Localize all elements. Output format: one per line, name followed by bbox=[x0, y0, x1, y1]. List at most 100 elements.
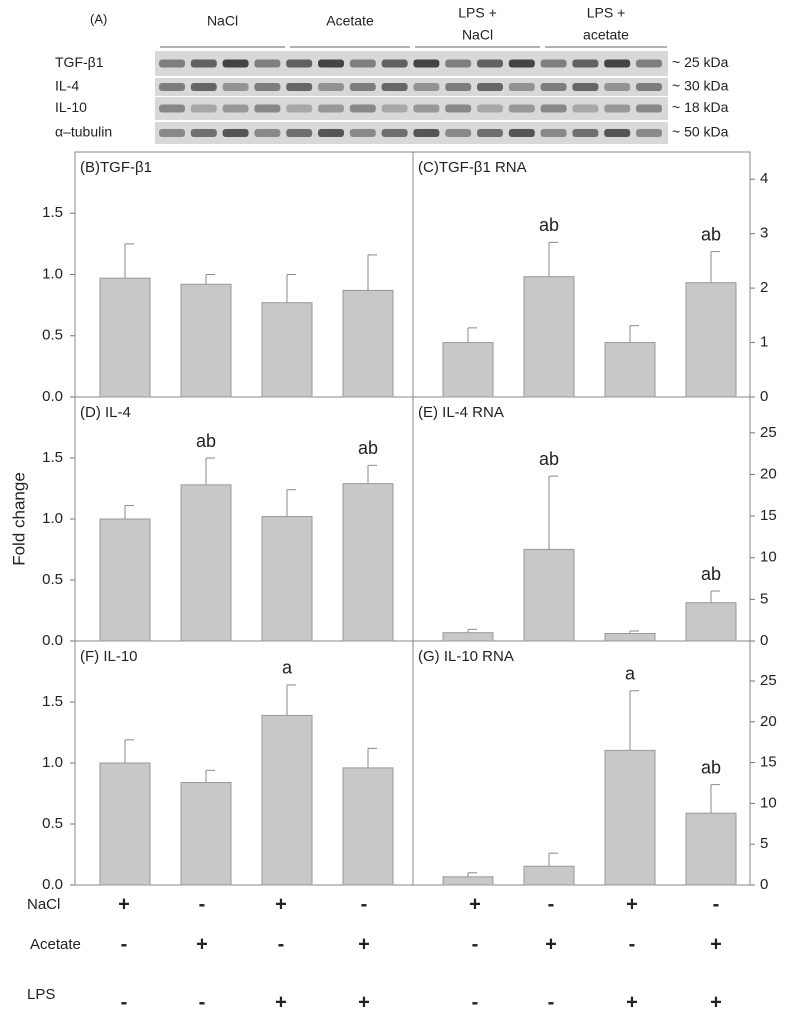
blot-band bbox=[159, 129, 185, 137]
bar bbox=[180, 484, 232, 642]
blot-band bbox=[413, 83, 440, 91]
blot-band bbox=[286, 129, 313, 137]
significance-label: ab bbox=[701, 757, 721, 777]
group-label: LPS + bbox=[587, 5, 626, 21]
blot-band bbox=[190, 129, 217, 137]
bar bbox=[442, 342, 494, 398]
blot-band bbox=[318, 129, 344, 137]
row-label: IL-4 bbox=[55, 78, 79, 94]
treatment-sign: + bbox=[710, 933, 722, 955]
y-tick-label: 10 bbox=[760, 549, 777, 566]
blot-band bbox=[413, 104, 440, 113]
blot-band bbox=[413, 59, 440, 68]
blot-band bbox=[254, 59, 281, 68]
treatment-sign: - bbox=[278, 933, 285, 955]
y-tick-label: 0.5 bbox=[42, 815, 63, 832]
blot-band bbox=[572, 59, 599, 68]
blot-strip bbox=[155, 78, 668, 96]
treatment-sign: + bbox=[196, 933, 208, 955]
blot-band bbox=[286, 83, 313, 91]
y-tick-label: 1.0 bbox=[42, 265, 63, 282]
blot-band bbox=[349, 104, 376, 113]
y-tick-label: 3 bbox=[760, 225, 768, 242]
blot-band bbox=[318, 59, 344, 68]
blot-band bbox=[286, 104, 313, 113]
group-label: acetate bbox=[583, 27, 629, 43]
bar bbox=[342, 289, 394, 398]
treatment-sign: - bbox=[199, 991, 206, 1013]
blot-band bbox=[222, 129, 249, 137]
y-tick-label: 0.5 bbox=[42, 327, 63, 344]
treatment-sign: + bbox=[275, 893, 287, 915]
size-label: ~ 50 kDa bbox=[672, 124, 729, 140]
blot-band bbox=[190, 83, 217, 91]
y-tick-label: 2 bbox=[760, 279, 768, 296]
blot-band bbox=[604, 129, 631, 137]
blot-band bbox=[445, 59, 472, 68]
treatment-name: LPS bbox=[27, 986, 55, 1003]
blot-band bbox=[222, 104, 249, 113]
treatment-sign: + bbox=[275, 991, 287, 1013]
panel-title: (G) IL-10 RNA bbox=[418, 648, 514, 665]
bar bbox=[99, 762, 151, 886]
blot-band bbox=[540, 59, 567, 68]
blot-band bbox=[572, 104, 599, 113]
blot-band bbox=[159, 83, 185, 91]
blot-band bbox=[445, 104, 472, 113]
y-tick-label: 4 bbox=[760, 170, 768, 187]
significance-label: ab bbox=[539, 215, 559, 235]
y-tick-label: 25 bbox=[760, 424, 777, 441]
treatment-name: Acetate bbox=[30, 936, 81, 953]
panel-title: (F) IL-10 bbox=[80, 648, 138, 665]
bar bbox=[523, 865, 575, 886]
treatment-sign: + bbox=[626, 893, 638, 915]
row-label: α–tubulin bbox=[55, 124, 112, 140]
bar bbox=[261, 302, 313, 398]
y-tick-label: 0.0 bbox=[42, 632, 63, 649]
y-tick-label: 1.5 bbox=[42, 693, 63, 710]
blot-band bbox=[349, 83, 376, 91]
bar bbox=[342, 767, 394, 886]
treatment-sign: + bbox=[710, 991, 722, 1013]
blot-band bbox=[254, 129, 281, 137]
blot-band bbox=[381, 59, 408, 68]
treatment-sign: + bbox=[469, 893, 481, 915]
y-tick-label: 1.5 bbox=[42, 449, 63, 466]
panel-label: (A) bbox=[90, 11, 107, 26]
blot-band bbox=[318, 83, 344, 91]
y-tick-label: 1.0 bbox=[42, 754, 63, 771]
treatment-sign: - bbox=[199, 893, 206, 915]
y-tick-label: 0 bbox=[760, 388, 768, 405]
y-tick-label: 1.0 bbox=[42, 510, 63, 527]
blot-band bbox=[477, 129, 503, 137]
y-tick-label: 5 bbox=[760, 835, 768, 852]
blot-band bbox=[508, 104, 535, 113]
blot-band bbox=[254, 104, 281, 113]
bar bbox=[261, 516, 313, 642]
group-label: NaCl bbox=[207, 13, 238, 29]
blot-band bbox=[636, 59, 662, 68]
blot-band bbox=[540, 104, 567, 113]
group-label: Acetate bbox=[326, 13, 374, 29]
blot-band bbox=[540, 83, 567, 91]
blot-strip bbox=[155, 97, 668, 120]
bar bbox=[604, 342, 656, 398]
blot-band bbox=[636, 83, 662, 91]
y-tick-label: 0.5 bbox=[42, 571, 63, 588]
blot-band bbox=[636, 129, 662, 137]
blot-band bbox=[572, 129, 599, 137]
blot-band bbox=[349, 59, 376, 68]
blot-band bbox=[190, 59, 217, 68]
bar bbox=[442, 876, 494, 886]
blot-band bbox=[477, 104, 503, 113]
row-label: TGF-β1 bbox=[55, 54, 104, 70]
blot-band bbox=[190, 104, 217, 113]
treatment-sign: - bbox=[361, 893, 368, 915]
blot-strip bbox=[155, 122, 668, 144]
y-tick-label: 15 bbox=[760, 754, 777, 771]
blot-band bbox=[540, 129, 567, 137]
blot-band bbox=[445, 129, 472, 137]
blot-band bbox=[477, 59, 503, 68]
blot-band bbox=[508, 59, 535, 68]
